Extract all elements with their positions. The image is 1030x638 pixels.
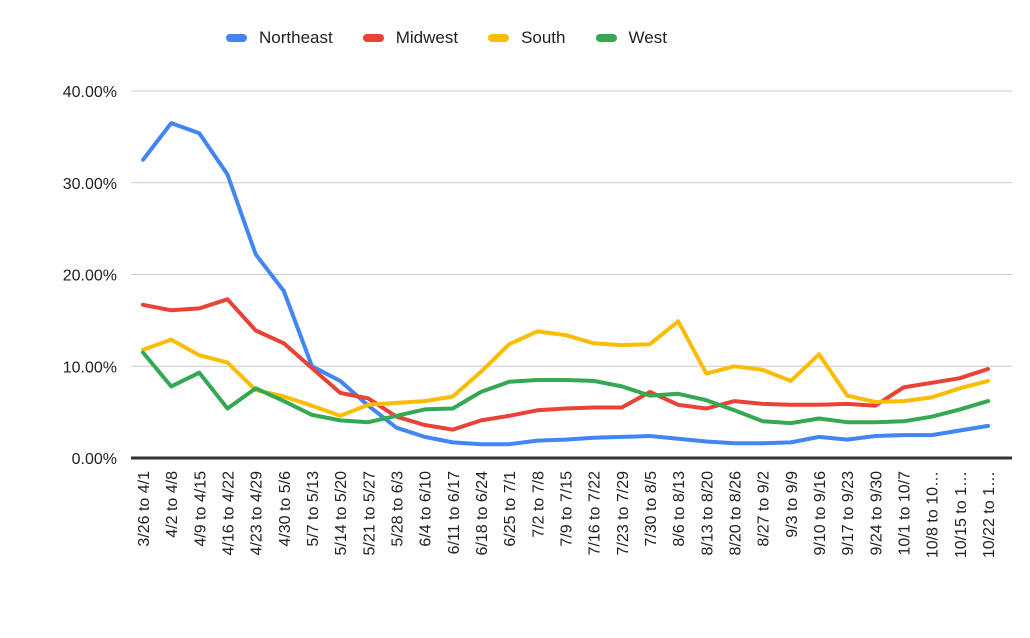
legend-label: Northeast (259, 28, 333, 47)
x-tick-label: 8/20 to 8/26 (728, 471, 745, 556)
x-tick-label: 10/15 to 1… (953, 471, 970, 558)
legend-item-west: West (595, 28, 667, 48)
x-tick-label: 7/9 to 7/15 (559, 471, 576, 547)
y-tick-label: 10.00% (63, 359, 117, 376)
x-tick-label: 9/10 to 9/16 (812, 471, 829, 556)
x-tick-label: 10/22 to 1… (981, 471, 998, 558)
x-tick-label: 4/30 to 5/6 (277, 471, 294, 547)
x-tick-label: 9/17 to 9/23 (840, 471, 857, 556)
x-tick-label: 8/27 to 9/2 (756, 471, 773, 547)
legend-swatch-south (488, 34, 510, 42)
y-tick-label: 20.00% (63, 268, 117, 285)
x-tick-label: 9/3 to 9/9 (784, 471, 801, 538)
chart-legend: Northeast Midwest South West (226, 28, 667, 48)
legend-swatch-northeast (226, 34, 247, 42)
x-tick-label: 4/2 to 4/8 (164, 471, 181, 538)
x-tick-label: 5/7 to 5/13 (305, 471, 322, 547)
legend-item-midwest: Midwest (362, 28, 459, 48)
legend-item-northeast: Northeast (226, 28, 333, 48)
x-tick-label: 6/11 to 6/17 (446, 471, 463, 554)
x-tick-label: 10/8 to 10… (925, 471, 942, 558)
series-line-west (141, 350, 990, 426)
x-tick-label: 7/16 to 7/22 (587, 471, 604, 556)
y-tick-label: 40.00% (63, 84, 117, 101)
x-tick-label: 6/18 to 6/24 (474, 471, 491, 556)
x-tick-label: 5/28 to 6/3 (390, 471, 407, 547)
series-line-south (141, 319, 990, 418)
x-tick-label: 8/13 to 8/20 (699, 471, 716, 556)
x-tick-label: 7/30 to 8/5 (643, 471, 660, 547)
x-tick-label: 10/1 to 10/7 (897, 471, 914, 556)
x-tick-label: 3/26 to 4/1 (136, 471, 153, 547)
y-tick-label: 0.00% (72, 451, 117, 468)
x-tick-label: 6/25 to 7/1 (502, 471, 519, 547)
x-tick-label: 8/6 to 8/13 (671, 471, 688, 547)
legend-swatch-west (595, 34, 617, 42)
x-tick-label: 7/23 to 7/29 (615, 471, 632, 556)
x-tick-label: 5/14 to 5/20 (333, 471, 350, 556)
legend-label: South (521, 28, 566, 47)
y-tick-label: 30.00% (63, 176, 117, 193)
legend-item-south: South (488, 28, 566, 48)
series-line-northeast (141, 121, 990, 447)
x-tick-label: 5/21 to 5/27 (361, 471, 378, 556)
legend-swatch-midwest (362, 34, 384, 42)
x-tick-label: 9/24 to 9/30 (868, 471, 885, 556)
x-tick-label: 6/4 to 6/10 (418, 471, 435, 547)
x-tick-label: 7/2 to 7/8 (530, 471, 547, 538)
legend-label: West (628, 28, 667, 47)
legend-label: Midwest (395, 28, 459, 47)
x-tick-label: 4/23 to 4/29 (249, 471, 266, 556)
series-line-midwest (141, 297, 990, 432)
x-tick-label: 4/16 to 4/22 (221, 471, 238, 556)
x-tick-label: 4/9 to 4/15 (192, 471, 209, 547)
